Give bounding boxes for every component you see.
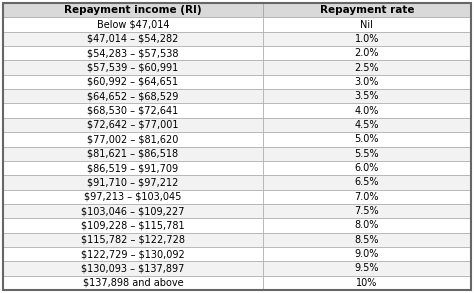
Bar	[263, 218, 471, 233]
Bar	[3, 132, 263, 146]
Bar	[3, 103, 263, 118]
Text: $122,729 – $130,092: $122,729 – $130,092	[81, 249, 185, 259]
Text: Nil: Nil	[360, 20, 374, 30]
Bar	[3, 218, 263, 233]
Text: $137,898 and above: $137,898 and above	[82, 278, 183, 288]
Text: 9.0%: 9.0%	[355, 249, 379, 259]
Bar	[3, 118, 263, 132]
Bar	[263, 261, 471, 276]
Text: 6.5%: 6.5%	[355, 177, 379, 188]
Bar	[3, 3, 263, 17]
Text: $115,782 – $122,728: $115,782 – $122,728	[81, 235, 185, 245]
Bar	[3, 175, 263, 190]
Bar	[263, 247, 471, 261]
Bar	[263, 103, 471, 118]
Bar	[3, 46, 263, 60]
Bar	[3, 17, 263, 32]
Text: 2.0%: 2.0%	[355, 48, 379, 58]
Text: 8.5%: 8.5%	[355, 235, 379, 245]
Bar	[263, 118, 471, 132]
Bar	[3, 146, 263, 161]
Bar	[263, 204, 471, 218]
Text: 10%: 10%	[356, 278, 378, 288]
Bar	[263, 75, 471, 89]
Text: Repayment rate: Repayment rate	[319, 5, 414, 15]
Text: 5.0%: 5.0%	[355, 134, 379, 144]
Text: $57,539 – $60,991: $57,539 – $60,991	[87, 63, 179, 73]
Bar	[3, 32, 263, 46]
Bar	[263, 190, 471, 204]
Bar	[263, 60, 471, 75]
Text: $72,642 – $77,001: $72,642 – $77,001	[87, 120, 179, 130]
Text: 4.5%: 4.5%	[355, 120, 379, 130]
Text: $60,992 – $64,651: $60,992 – $64,651	[87, 77, 178, 87]
Bar	[3, 60, 263, 75]
Bar	[3, 161, 263, 175]
Bar	[263, 17, 471, 32]
Bar	[3, 204, 263, 218]
Text: 1.0%: 1.0%	[355, 34, 379, 44]
Bar	[3, 190, 263, 204]
Text: 3.0%: 3.0%	[355, 77, 379, 87]
Bar	[263, 146, 471, 161]
Text: 9.5%: 9.5%	[355, 263, 379, 273]
Bar	[263, 233, 471, 247]
Bar	[263, 89, 471, 103]
Bar	[263, 161, 471, 175]
Bar	[263, 276, 471, 290]
Text: 7.0%: 7.0%	[355, 192, 379, 202]
Text: $97,213 – $103,045: $97,213 – $103,045	[84, 192, 182, 202]
Text: $130,093 – $137,897: $130,093 – $137,897	[81, 263, 184, 273]
Text: $91,710 – $97,212: $91,710 – $97,212	[87, 177, 179, 188]
Text: 3.5%: 3.5%	[355, 91, 379, 101]
Bar	[3, 276, 263, 290]
Text: $47,014 – $54,282: $47,014 – $54,282	[87, 34, 179, 44]
Bar	[263, 46, 471, 60]
Text: $81,621 – $86,518: $81,621 – $86,518	[87, 149, 178, 159]
Text: 4.0%: 4.0%	[355, 105, 379, 116]
Bar	[263, 132, 471, 146]
Bar	[3, 247, 263, 261]
Text: $64,652 – $68,529: $64,652 – $68,529	[87, 91, 179, 101]
Text: $86,519 – $91,709: $86,519 – $91,709	[87, 163, 178, 173]
Bar	[263, 175, 471, 190]
Bar	[3, 89, 263, 103]
Text: 8.0%: 8.0%	[355, 220, 379, 230]
Text: 2.5%: 2.5%	[355, 63, 379, 73]
Text: $109,228 – $115,781: $109,228 – $115,781	[81, 220, 185, 230]
Text: 6.0%: 6.0%	[355, 163, 379, 173]
Bar	[3, 261, 263, 276]
Text: Below $47,014: Below $47,014	[97, 20, 169, 30]
Text: 5.5%: 5.5%	[355, 149, 379, 159]
Text: $54,283 – $57,538: $54,283 – $57,538	[87, 48, 179, 58]
Bar	[263, 32, 471, 46]
Text: $68,530 – $72,641: $68,530 – $72,641	[87, 105, 179, 116]
Text: Repayment income (RI): Repayment income (RI)	[64, 5, 201, 15]
Bar	[3, 233, 263, 247]
Bar	[3, 75, 263, 89]
Bar	[263, 3, 471, 17]
Text: $77,002 – $81,620: $77,002 – $81,620	[87, 134, 179, 144]
Text: 7.5%: 7.5%	[355, 206, 379, 216]
Text: $103,046 – $109,227: $103,046 – $109,227	[81, 206, 184, 216]
